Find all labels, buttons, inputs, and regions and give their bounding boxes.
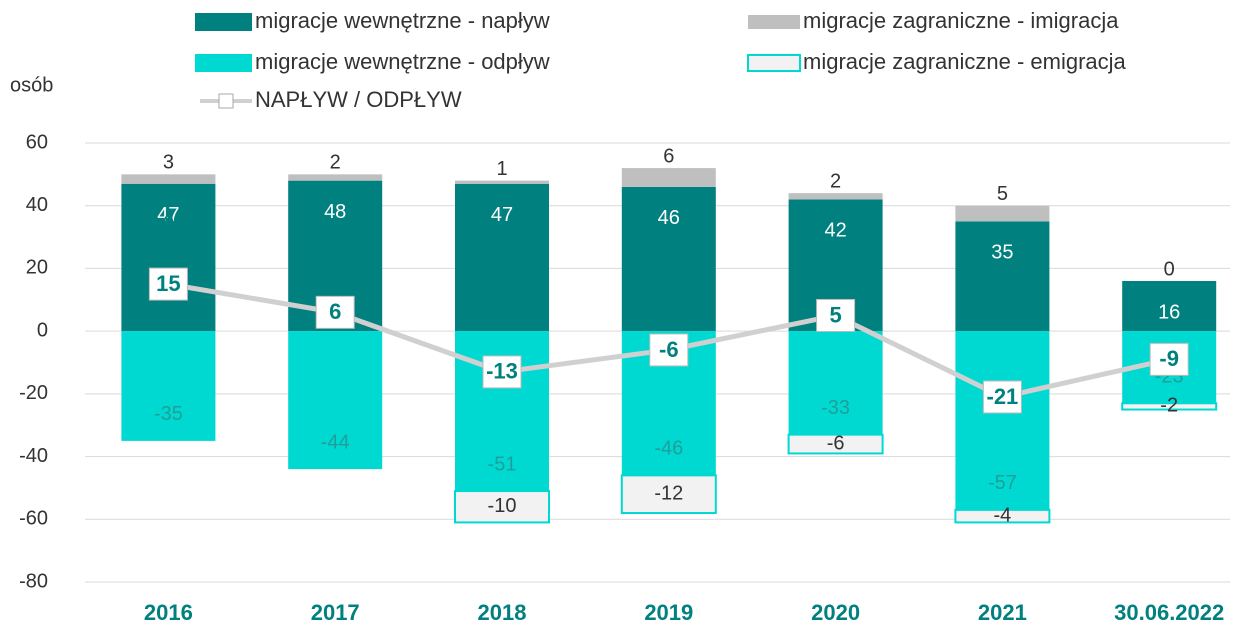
data-label: -51 [488, 453, 517, 475]
x-tick-label: 30.06.2022 [1114, 600, 1224, 625]
data-label: 2 [330, 152, 341, 174]
data-label: 46 [658, 207, 680, 229]
bar [620, 474, 717, 515]
bar [1121, 402, 1218, 411]
bar [955, 205, 1050, 222]
line-label-box [816, 298, 856, 332]
bar [621, 168, 716, 187]
line-label-box [482, 355, 522, 389]
y-tick-label: -60 [19, 508, 48, 530]
legend-swatch [195, 54, 252, 72]
data-label: 16 [1158, 301, 1180, 323]
data-label: -12 [654, 482, 683, 504]
data-label: -33 [821, 397, 850, 419]
y-tick-label: 20 [26, 257, 48, 279]
bar [788, 193, 883, 200]
x-tick-label: 2017 [311, 600, 360, 625]
bar [787, 433, 884, 455]
line-label-box [1149, 342, 1189, 376]
legend-marker [218, 93, 234, 109]
data-label: 1 [496, 158, 507, 180]
line-label: -13 [486, 359, 518, 384]
data-label: 3 [163, 152, 174, 174]
data-label: -6 [827, 432, 845, 454]
line-label: -21 [987, 384, 1019, 409]
bar [1122, 280, 1217, 332]
data-label: 47 [491, 204, 513, 226]
bar [621, 186, 716, 332]
legend-swatch [747, 54, 801, 72]
y-tick-label: 60 [26, 131, 48, 153]
bar [955, 221, 1050, 332]
data-label: 48 [324, 201, 346, 223]
legend-swatch [195, 13, 252, 31]
data-label: -10 [488, 495, 517, 517]
legend-label: migracje wewnętrzne - napływ [255, 8, 550, 33]
bar [121, 331, 216, 441]
data-label: -57 [988, 472, 1017, 494]
data-label: -2 [1160, 395, 1178, 417]
line-label: 6 [329, 299, 341, 324]
bar [121, 174, 216, 184]
bar [455, 180, 549, 184]
legend-label: NAPŁYW / ODPŁYW [255, 87, 462, 112]
line-label-box [148, 267, 188, 301]
legend-label: migracje zagraniczne - imigracja [803, 8, 1119, 33]
y-tick-label: 40 [26, 194, 48, 216]
line-label: 15 [156, 271, 180, 296]
data-label: -44 [321, 431, 350, 453]
data-label: 42 [824, 220, 846, 242]
data-label: 5 [997, 183, 1008, 205]
bar [954, 508, 1051, 524]
x-tick-label: 2018 [478, 600, 527, 625]
data-label: 6 [663, 145, 674, 167]
bar [288, 174, 383, 181]
y-axis-label: osób [10, 74, 53, 96]
legend-label: migracje wewnętrzne - odpływ [255, 49, 550, 74]
x-tick-label: 2016 [144, 600, 193, 625]
bar [788, 331, 883, 435]
data-label: 35 [991, 242, 1013, 264]
data-label: 0 [330, 221, 341, 243]
line-label-box [315, 295, 355, 329]
line-label-box [982, 380, 1022, 414]
bar [288, 331, 383, 470]
x-tick-label: 2019 [644, 600, 693, 625]
data-label: 2 [830, 170, 841, 192]
legend-label: migracje zagraniczne - emigracja [803, 49, 1127, 74]
bar [454, 490, 550, 524]
data-label: 0 [163, 213, 174, 235]
line-label: -6 [659, 337, 679, 362]
y-tick-label: -20 [19, 382, 48, 404]
data-label: -46 [654, 438, 683, 460]
y-tick-label: -80 [19, 570, 48, 592]
line-label: -9 [1159, 346, 1179, 371]
line-label-box [649, 333, 689, 367]
bar [121, 183, 216, 332]
data-label: -4 [994, 504, 1012, 526]
bar [955, 331, 1050, 510]
data-label: -35 [154, 403, 183, 425]
y-tick-label: 0 [37, 319, 48, 341]
x-tick-label: 2020 [811, 600, 860, 625]
data-label: 47 [157, 204, 179, 226]
line-label: 5 [829, 302, 841, 327]
bar [455, 183, 549, 332]
legend-swatch [748, 15, 800, 29]
data-label: 0 [1164, 258, 1175, 280]
x-tick-label: 2021 [978, 600, 1027, 625]
y-tick-label: -40 [19, 445, 48, 467]
